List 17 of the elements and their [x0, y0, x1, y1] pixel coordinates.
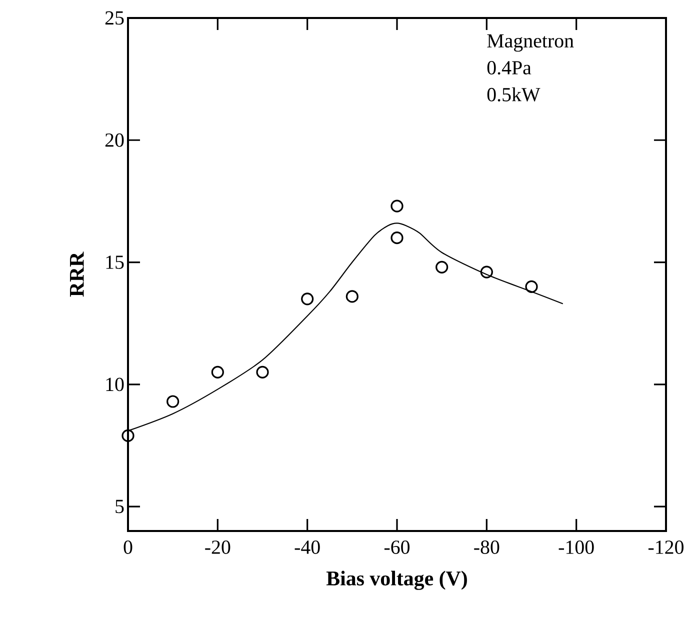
x-axis-title: Bias voltage (V): [326, 570, 467, 590]
x-tick-label: -60: [384, 540, 410, 554]
y-tick-label: 20: [105, 133, 124, 147]
annotation: 0.5kW: [487, 87, 540, 102]
x-tick-label: 0: [124, 540, 132, 554]
y-tick-label: 10: [106, 378, 124, 392]
y-tick-label: 15: [106, 256, 124, 269]
x-tick-label: -80: [474, 540, 500, 554]
x-tick-label: -120: [648, 540, 684, 554]
x-tick-label: -100: [558, 540, 594, 554]
annotation: Magnetron: [487, 34, 574, 52]
x-tick-label: -40: [294, 540, 320, 554]
y-tick-label: 25: [105, 11, 124, 25]
annotation: 0.4Pa: [487, 61, 532, 75]
x-tick-label: -20: [205, 540, 230, 554]
y-axis-title: RRR: [70, 252, 84, 297]
y-tick-label: 5: [116, 500, 124, 514]
